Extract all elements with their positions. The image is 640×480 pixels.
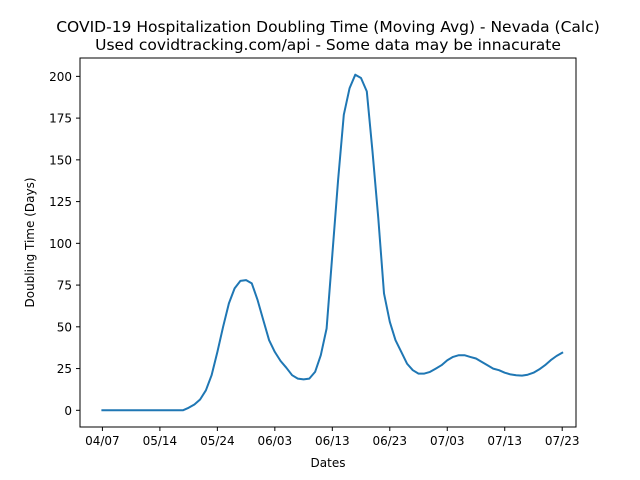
y-tick-label: 200: [49, 70, 72, 84]
data-series-line: [101, 73, 564, 412]
y-tick-label: 75: [57, 279, 72, 293]
x-tick-label: 06/13: [315, 434, 350, 448]
y-axis-label: Doubling Time (Days): [23, 177, 37, 307]
x-axis-ticks: 04/07 05/14 05/24 06/03 06/13 06/23 07/03 07/13…: [85, 427, 580, 448]
chart-subtitle: Used covidtracking.com/api - Some data m…: [95, 36, 561, 54]
chart-title: COVID-19 Hospitalization Doubling Time (…: [56, 18, 600, 36]
y-tick-label: 0: [64, 404, 72, 418]
x-tick-label: 05/24: [200, 434, 235, 448]
x-axis-label: Dates: [311, 456, 346, 470]
y-tick-label: 125: [49, 195, 72, 209]
y-tick-label: 150: [49, 153, 72, 167]
y-tick-label: 175: [49, 112, 72, 126]
x-tick-label: 05/14: [143, 434, 178, 448]
x-tick-label: 06/03: [258, 434, 293, 448]
x-tick-label: 07/03: [430, 434, 465, 448]
y-tick-label: 25: [57, 362, 72, 376]
x-tick-label: 06/23: [372, 434, 407, 448]
y-axis-ticks: 0 25 50 75 100 125 150 175 200: [49, 70, 80, 418]
y-tick-label: 50: [57, 320, 72, 334]
y-tick-label: 100: [49, 237, 72, 251]
plot-area-frame: [79, 57, 577, 428]
x-tick-label: 07/23: [545, 434, 580, 448]
x-tick-label: 04/07: [85, 434, 120, 448]
x-tick-label: 07/13: [487, 434, 522, 448]
